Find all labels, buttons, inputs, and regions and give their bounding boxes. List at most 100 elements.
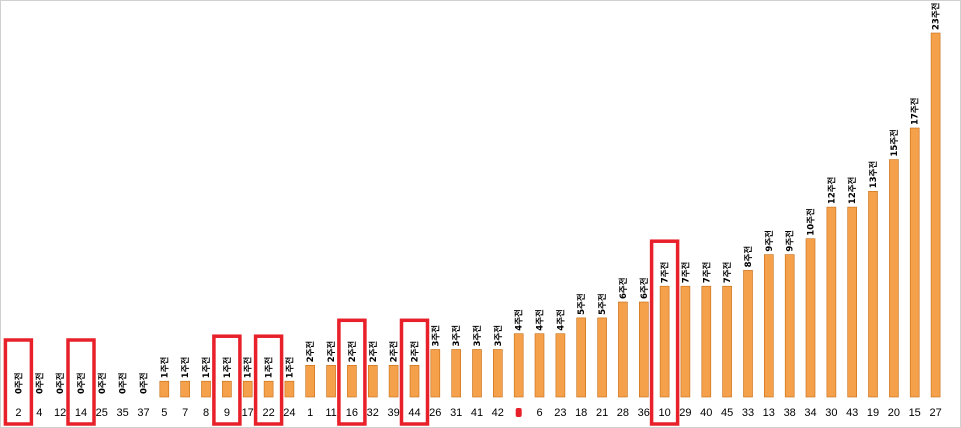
data-label-44: 23주전 xyxy=(931,2,942,30)
data-label-29: 6주전 xyxy=(618,277,629,299)
category-label-34: 45 xyxy=(721,407,733,419)
data-label-41: 13주전 xyxy=(868,161,879,189)
category-label-11: 17 xyxy=(242,407,254,419)
data-label-8: 1주전 xyxy=(180,356,191,378)
data-label-15: 2주전 xyxy=(326,341,337,363)
bar-31 xyxy=(659,285,670,398)
highlight-boxes-group xyxy=(3,239,680,426)
category-label-36: 13 xyxy=(763,407,775,419)
bar-40 xyxy=(847,206,858,398)
data-label-21: 3주전 xyxy=(451,325,462,347)
category-label-28: 21 xyxy=(596,407,608,419)
category-label-2: 12 xyxy=(54,407,66,419)
data-label-43: 17주전 xyxy=(910,97,921,125)
bar-43 xyxy=(909,127,920,398)
data-label-27: 5주전 xyxy=(576,293,587,315)
data-label-36: 9주전 xyxy=(764,230,775,252)
bar-28 xyxy=(597,317,607,398)
data-label-39: 12주전 xyxy=(826,176,837,204)
data-label-32: 7주전 xyxy=(680,261,691,283)
data-label-42: 15주전 xyxy=(889,129,900,157)
data-label-20: 3주전 xyxy=(430,325,441,347)
category-label-32: 29 xyxy=(679,407,691,419)
data-label-35: 8주전 xyxy=(743,246,754,268)
data-label-22: 3주전 xyxy=(472,325,483,347)
category-label-39: 30 xyxy=(825,407,837,419)
bar-15 xyxy=(326,364,336,398)
highlight-box-16 xyxy=(337,318,367,426)
bar-13 xyxy=(284,380,295,398)
category-label-3: 14 xyxy=(75,407,87,419)
category-label-31: 10 xyxy=(658,407,670,419)
data-label-4: 0주전 xyxy=(97,372,108,394)
data-label-28: 5주전 xyxy=(597,293,608,315)
category-label-14: 1 xyxy=(307,407,313,419)
category-label-16: 16 xyxy=(346,407,358,419)
data-label-3: 0주전 xyxy=(76,372,87,394)
category-label-21: 31 xyxy=(450,407,462,419)
bar-12 xyxy=(263,380,274,398)
bar-14 xyxy=(305,364,316,398)
bar-22 xyxy=(472,349,482,398)
data-label-26: 4주전 xyxy=(555,309,566,331)
data-label-1: 0주전 xyxy=(34,372,45,394)
category-label-20: 26 xyxy=(429,407,441,419)
category-label-6: 37 xyxy=(137,407,149,419)
category-label-10: 9 xyxy=(224,407,230,419)
category-label-41: 19 xyxy=(867,407,879,419)
highlight-box-3 xyxy=(66,338,96,426)
category-label-18: 39 xyxy=(387,407,399,419)
data-label-40: 12주전 xyxy=(847,176,858,204)
bars-group xyxy=(159,32,941,398)
category-label-15: 11 xyxy=(325,407,336,419)
bar-30 xyxy=(638,301,649,398)
highlight-box-0 xyxy=(3,338,34,426)
category-label-44: 27 xyxy=(929,407,941,419)
bar-23 xyxy=(492,349,503,398)
category-label-8: 7 xyxy=(182,407,188,419)
category-label-40: 43 xyxy=(846,407,858,419)
data-label-16: 2주전 xyxy=(347,341,358,363)
category-label-30: 36 xyxy=(638,407,650,419)
category-label-13: 24 xyxy=(283,407,295,419)
highlight-box-31 xyxy=(649,239,680,426)
category-label-7: 5 xyxy=(161,407,167,419)
data-label-19: 2주전 xyxy=(410,341,421,363)
bar-20 xyxy=(430,349,441,398)
bar-8 xyxy=(180,380,190,398)
category-label-12: 22 xyxy=(262,407,274,419)
category-label-4: 25 xyxy=(96,407,108,419)
bar-38 xyxy=(805,238,816,398)
data-label-37: 9주전 xyxy=(785,230,796,252)
highlight-box-10 xyxy=(212,334,242,426)
bar-41 xyxy=(868,191,878,398)
bar-18 xyxy=(388,364,399,398)
category-labels-group: 2 4 12 14 25 35 37 5 7 8 9 17 22 24 1 11 16 32 39 44 26 31 41 4… xyxy=(15,407,941,419)
category-label-38: 34 xyxy=(804,407,816,419)
category-label-17: 32 xyxy=(367,407,379,419)
data-label-30: 6주전 xyxy=(639,277,650,299)
data-label-25: 4주전 xyxy=(535,309,546,331)
data-label-24: 4주전 xyxy=(514,309,525,331)
bar-17 xyxy=(367,364,378,398)
category-label-37: 38 xyxy=(784,407,796,419)
bar-35 xyxy=(743,270,753,398)
data-label-12: 1주전 xyxy=(264,356,275,378)
data-label-10: 1주전 xyxy=(222,356,233,378)
category-label-25: 6 xyxy=(536,407,542,419)
bar-10 xyxy=(222,380,232,398)
data-label-11: 1주전 xyxy=(243,356,254,378)
data-label-13: 1주전 xyxy=(284,356,295,378)
data-label-34: 7주전 xyxy=(722,261,733,283)
category-label-35: 33 xyxy=(742,407,754,419)
data-label-31: 7주전 xyxy=(660,261,671,283)
category-label-9: 8 xyxy=(203,407,209,419)
bar-25 xyxy=(534,333,545,398)
category-label-0: 2 xyxy=(15,407,21,419)
highlight-box-12 xyxy=(253,334,284,426)
category-label-22: 41 xyxy=(471,407,483,419)
category-label-43: 15 xyxy=(909,407,921,419)
bar-7 xyxy=(159,380,170,398)
bar-33 xyxy=(701,285,712,398)
